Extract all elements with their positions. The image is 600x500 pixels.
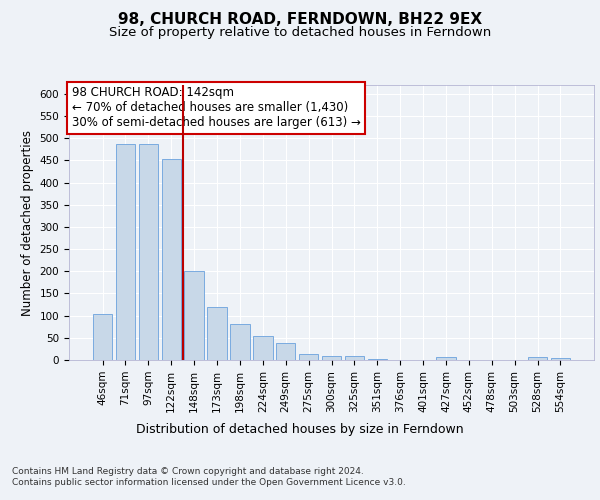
Text: Size of property relative to detached houses in Ferndown: Size of property relative to detached ho…	[109, 26, 491, 39]
Bar	[528, 358, 547, 360]
Bar	[184, 272, 204, 360]
Bar	[368, 358, 387, 360]
Bar	[161, 159, 181, 360]
Text: 98 CHURCH ROAD: 142sqm
← 70% of detached houses are smaller (1,430)
30% of semi-: 98 CHURCH ROAD: 142sqm ← 70% of detached…	[71, 86, 361, 130]
Bar	[253, 336, 272, 360]
Bar	[344, 356, 364, 360]
Bar	[322, 356, 341, 360]
Bar	[208, 307, 227, 360]
Bar	[276, 342, 295, 360]
Bar	[139, 144, 158, 360]
Text: Contains HM Land Registry data © Crown copyright and database right 2024.
Contai: Contains HM Land Registry data © Crown c…	[12, 468, 406, 487]
Bar	[116, 144, 135, 360]
Bar	[230, 324, 250, 360]
Bar	[551, 358, 570, 360]
Bar	[299, 354, 319, 360]
Bar	[436, 358, 455, 360]
Text: Distribution of detached houses by size in Ferndown: Distribution of detached houses by size …	[136, 422, 464, 436]
Y-axis label: Number of detached properties: Number of detached properties	[21, 130, 34, 316]
Text: 98, CHURCH ROAD, FERNDOWN, BH22 9EX: 98, CHURCH ROAD, FERNDOWN, BH22 9EX	[118, 12, 482, 28]
Bar	[93, 314, 112, 360]
